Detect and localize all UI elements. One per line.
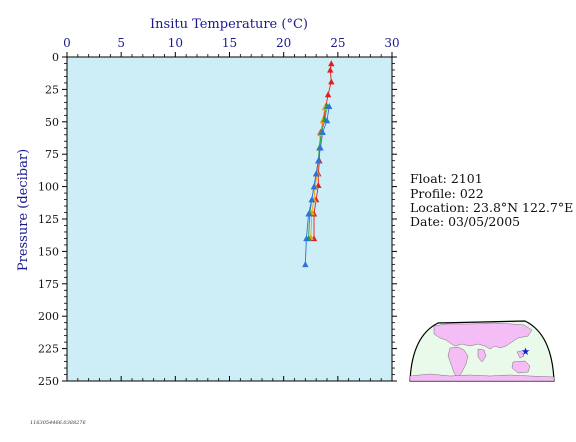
data-point-triangle xyxy=(310,183,318,190)
series-line-1 xyxy=(310,107,326,238)
float-label: Float: 2101 xyxy=(410,171,483,186)
y-tick-label: 225 xyxy=(38,343,59,356)
y-tick-label: 125 xyxy=(38,213,59,226)
data-point-triangle xyxy=(317,144,324,151)
x-tick-label: 10 xyxy=(168,36,183,50)
data-point-triangle xyxy=(303,235,310,242)
data-point-triangle xyxy=(327,66,334,73)
x-tick-label: 15 xyxy=(222,36,237,50)
y-tick-label: 100 xyxy=(38,181,59,194)
y-tick-label: 250 xyxy=(38,375,59,388)
date-label: Date: 03/05/2005 xyxy=(410,214,520,229)
data-point-triangle xyxy=(323,117,331,124)
data-point-triangle xyxy=(325,103,333,109)
data-point-triangle xyxy=(328,60,335,67)
data-point-triangle xyxy=(319,128,326,135)
y-axis-title: Pressure (decibar) xyxy=(16,149,31,271)
data-point-triangle xyxy=(312,170,320,177)
star-icon xyxy=(521,347,530,355)
y-tick-label: 25 xyxy=(45,83,59,96)
x-tick-label: 30 xyxy=(384,36,399,50)
x-tick-label: 20 xyxy=(276,36,291,50)
x-tick-label: 5 xyxy=(117,36,125,50)
data-point-triangle xyxy=(324,91,332,98)
world-map-inset xyxy=(409,320,555,382)
footer-code: 1163054466.0388276 xyxy=(30,420,86,426)
plot-area xyxy=(66,56,393,382)
x-tick-label: 25 xyxy=(330,36,345,50)
y-tick-label: 0 xyxy=(52,51,59,64)
data-point-triangle xyxy=(305,210,312,217)
map-land xyxy=(409,322,555,382)
data-point-triangle xyxy=(315,157,322,164)
x-axis-title: Insitu Temperature (°C) xyxy=(150,17,308,32)
data-point-triangle xyxy=(308,196,316,203)
y-tick-label: 200 xyxy=(38,310,59,323)
y-tick-label: 175 xyxy=(38,278,59,291)
data-point-triangle xyxy=(302,261,309,268)
y-tick-label: 150 xyxy=(38,245,59,258)
location-label: Location: 23.8°N 122.7°E xyxy=(410,200,573,215)
profile-label: Profile: 022 xyxy=(410,186,484,201)
y-tick-label: 50 xyxy=(45,116,59,129)
x-tick-label: 0 xyxy=(63,36,71,50)
y-tick-label: 75 xyxy=(45,148,59,161)
data-point-triangle xyxy=(328,78,335,85)
